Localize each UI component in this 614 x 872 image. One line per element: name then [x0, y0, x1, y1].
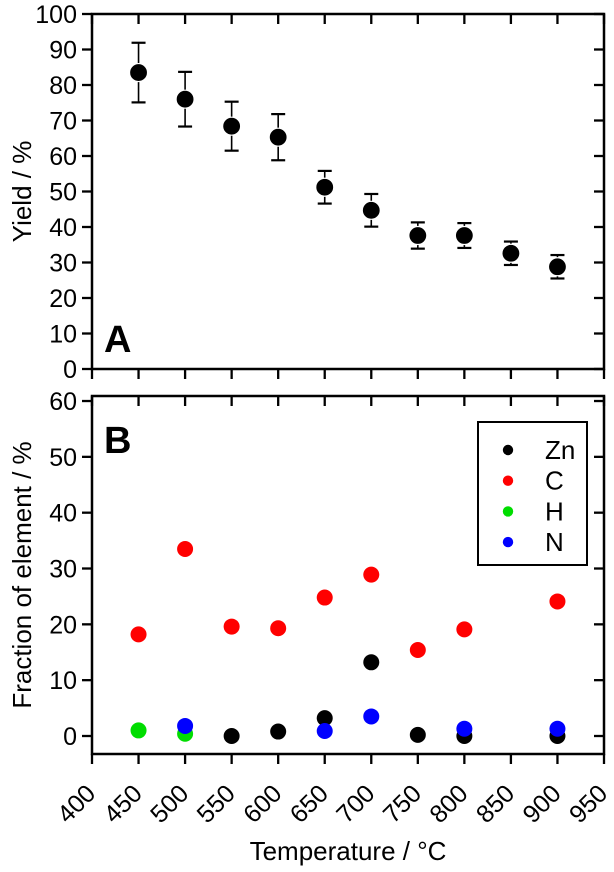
data-point-errorbar [408, 221, 428, 250]
data-point-errorbar [128, 41, 149, 104]
c-point [363, 566, 380, 583]
legend-box [477, 421, 588, 566]
h-point [130, 722, 147, 739]
zn-point [316, 710, 333, 727]
y-tick-label: 30 [49, 250, 77, 278]
yield-point [222, 116, 242, 136]
c-point [177, 540, 194, 557]
yield-point [268, 127, 288, 147]
series-zn [223, 654, 566, 744]
x-tick-label: 800 [424, 779, 473, 828]
y-tick-label: 80 [49, 72, 77, 100]
x-tick-label: 950 [564, 779, 613, 828]
x-tick-label: 650 [285, 779, 334, 828]
y-tick-label: 20 [49, 285, 77, 313]
y-tick-label: 60 [49, 388, 77, 416]
x-tick-label: 750 [378, 779, 427, 828]
legend-label-c: C [545, 466, 564, 496]
y-axis-title-b: Fraction of element / % [7, 441, 37, 708]
panel-b-frame [90, 394, 606, 756]
n-point [456, 720, 473, 737]
y-tick-label: 40 [49, 500, 77, 528]
series-yield [128, 41, 568, 280]
series-n [177, 708, 566, 739]
data-point-errorbar [222, 100, 242, 152]
legend-marker-h [502, 506, 514, 517]
x-tick-label: 900 [517, 779, 566, 828]
y-tick-label: 90 [49, 37, 77, 65]
panel-a: 0 10 20 30 40 50 60 70 80 90 100 Yield / % A [7, 1, 606, 384]
panel-label-b: B [104, 420, 131, 462]
data-point-errorbar [175, 70, 195, 128]
yield-point [361, 200, 381, 220]
series-c [130, 540, 566, 659]
data-point-errorbar [547, 253, 568, 280]
zn-point [363, 654, 380, 671]
c-point [316, 589, 333, 606]
c-point [223, 618, 240, 635]
n-point [549, 720, 566, 737]
n-point [177, 717, 194, 734]
y-tick-label: 50 [49, 444, 77, 472]
y-tick-label: 30 [49, 556, 77, 584]
panel-a-frame [90, 12, 606, 371]
y-tick-label: 50 [49, 179, 77, 207]
y-tick-label: 0 [63, 723, 77, 751]
x-tick-label: 850 [471, 779, 520, 828]
x-tick-label: 400 [52, 779, 101, 828]
x-tick-label: 450 [98, 779, 147, 828]
legend-label-n: N [545, 527, 564, 557]
y-tick-label: 60 [49, 143, 77, 171]
y-tick-label: 70 [49, 108, 77, 136]
c-point [409, 642, 426, 659]
y-axis-title-a: Yield / % [7, 141, 37, 243]
yield-point [175, 89, 195, 109]
c-point [549, 593, 566, 610]
y-tick-label: 10 [49, 667, 77, 695]
data-point-errorbar [454, 221, 474, 250]
n-point [363, 708, 380, 725]
c-point [130, 626, 147, 643]
c-point [456, 621, 473, 638]
x-axis-title: Temperature / °C [250, 836, 447, 866]
legend-label-h: H [545, 496, 564, 526]
yield-point [501, 243, 521, 263]
zn-point [270, 723, 287, 740]
data-point-errorbar [315, 169, 335, 205]
legend-marker-zn [502, 444, 514, 456]
y-tick-label: 20 [49, 611, 77, 639]
data-point-errorbar [268, 113, 288, 162]
data-point-errorbar [501, 240, 521, 267]
zn-point [409, 726, 426, 743]
x-tick-label: 550 [192, 779, 241, 828]
n-point [316, 722, 333, 739]
yield-point [315, 177, 335, 197]
data-point-errorbar [361, 192, 381, 228]
x-tick-label: 700 [331, 779, 380, 828]
yield-point [408, 225, 428, 246]
x-tick-label: 600 [238, 779, 287, 828]
y-tick-label: 0 [63, 356, 77, 384]
y-tick-label: 10 [49, 321, 77, 349]
legend-label-zn: Zn [545, 435, 575, 465]
yield-point [128, 62, 149, 83]
x-tick-label: 500 [145, 779, 194, 828]
legend-marker-n [502, 536, 514, 548]
legend-marker-c [502, 475, 514, 486]
yield-point [547, 257, 568, 277]
yield-point [454, 225, 474, 246]
c-point [270, 620, 287, 637]
zn-point [223, 728, 240, 744]
y-tick-label: 100 [35, 1, 77, 29]
y-tick-label: 40 [49, 214, 77, 242]
panel-label-a: A [104, 319, 131, 361]
